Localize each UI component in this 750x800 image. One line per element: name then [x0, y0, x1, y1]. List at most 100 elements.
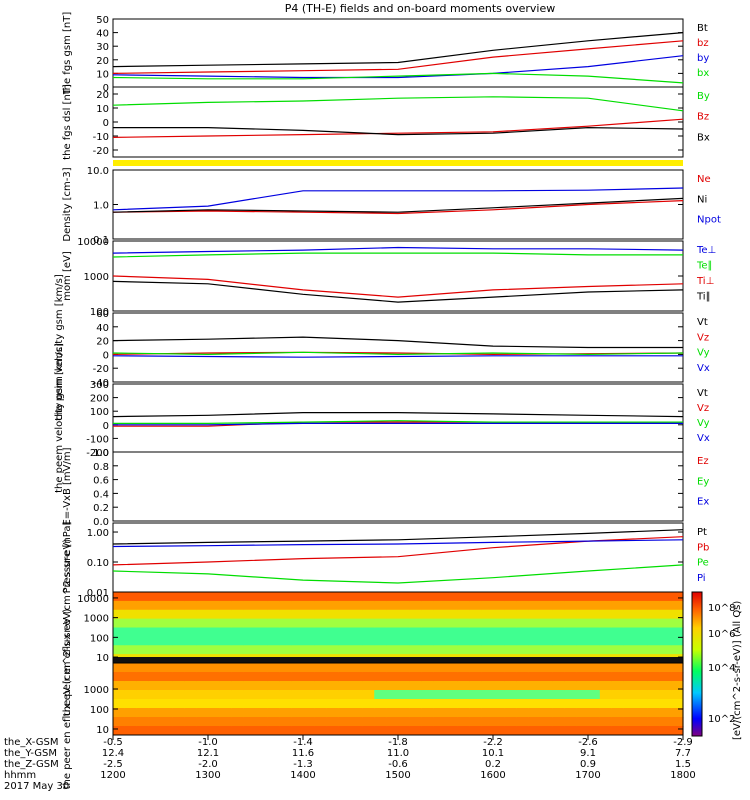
heatmap-cell [623, 726, 637, 736]
heatmap-cell [564, 592, 577, 602]
heatmap-cell [421, 717, 435, 727]
orbit-value: 9.1 [580, 748, 596, 759]
heatmap-cell [196, 592, 209, 602]
heatmap-cell [398, 627, 411, 637]
colorbar-tick-1: 10^8 [708, 603, 735, 614]
heatmap-cell [469, 618, 482, 628]
heatmap-cell [374, 645, 387, 655]
heatmap-cell [184, 672, 197, 682]
heatmap-cell [350, 600, 363, 611]
heatmap-cell [481, 627, 494, 637]
heatmap-cell [338, 681, 352, 691]
heatmap-cell [469, 645, 482, 655]
heatmap-cell [196, 618, 209, 628]
heatmap-cell [433, 663, 447, 673]
heatmap-cell [148, 618, 162, 628]
heatmap-cell [148, 600, 162, 611]
heatmap-cell [516, 618, 530, 628]
heatmap-cell [647, 699, 660, 709]
heatmap-cell [267, 645, 280, 655]
heatmap-cell [338, 726, 352, 736]
heatmap-cell [576, 717, 589, 727]
heatmap-cell [374, 699, 387, 709]
heatmap-cell [445, 592, 458, 602]
y-axis-label: the peim velocity gsm [km/s] [54, 274, 65, 421]
heatmap-cell [611, 717, 625, 727]
series-line-Ti⊥ [112, 275, 684, 298]
heatmap-cell [374, 618, 387, 628]
heatmap-cell [671, 717, 684, 727]
heatmap-cell [231, 708, 245, 718]
y-axis-label: Pressure [nPa] [62, 522, 73, 594]
heatmap-cell [552, 627, 565, 637]
heatmap-cell [113, 592, 126, 602]
heatmap-cell [445, 636, 458, 646]
heatmap-cell [243, 672, 257, 682]
heatmap-cell [279, 690, 292, 700]
heatmap-cell [611, 600, 625, 611]
heatmap-cell [136, 600, 150, 611]
heatmap-cell [647, 717, 660, 727]
heatmap-cell [291, 663, 304, 673]
heatmap-cell [279, 645, 292, 655]
heatmap-cell [303, 690, 316, 700]
heatmap-cell [267, 627, 280, 637]
heatmap-cell [136, 681, 150, 691]
heatmap-cell [291, 699, 304, 709]
heatmap-cell [469, 627, 482, 637]
colorbar-label: [eV/(cm^2-s-sr-eV)] (All Qs) [732, 601, 743, 740]
heatmap-cell [314, 609, 328, 620]
heatmap-cell [433, 636, 447, 646]
heatmap-cell [326, 592, 340, 602]
heatmap-cell [588, 681, 601, 691]
heatmap-cell [398, 681, 411, 691]
legend-Vx: Vx [697, 433, 710, 444]
heatmap-cell [124, 636, 138, 646]
heatmap-cell [588, 672, 601, 682]
heatmap-cell [469, 726, 482, 736]
heatmap-cell [576, 699, 589, 709]
heatmap-cell [564, 708, 577, 718]
heatmap-cell [208, 609, 221, 620]
data-quality-bar [113, 160, 683, 166]
y-tick-label: 0 [103, 83, 109, 94]
heatmap-cell [291, 726, 304, 736]
heatmap-cell [231, 618, 245, 628]
heatmap-cell [457, 672, 470, 682]
heatmap-cell [623, 600, 637, 611]
heatmap-cell [564, 699, 577, 709]
heatmap-cell [635, 609, 648, 620]
heatmap-cell [326, 681, 340, 691]
heatmap-cell [445, 699, 458, 709]
y-tick-label: 30 [96, 42, 109, 53]
heatmap-cell [504, 681, 518, 691]
heatmap-cell [338, 690, 352, 700]
orbit-value: 0.2 [485, 759, 501, 770]
heatmap-cell [599, 708, 613, 718]
heatmap-cell [481, 726, 494, 736]
heatmap-cell [374, 600, 387, 611]
heatmap-cell [647, 663, 660, 673]
heatmap-cell [457, 708, 470, 718]
heatmap-cell [659, 663, 672, 673]
heatmap-cell [611, 699, 625, 709]
heatmap-cell [338, 645, 352, 655]
heatmap-cell [314, 600, 328, 611]
heatmap-cell [659, 699, 672, 709]
heatmap-cell [588, 636, 601, 646]
heatmap-cell [208, 681, 221, 691]
colorbar-tick-2: 10^6 [708, 629, 735, 640]
heatmap-cell [231, 672, 245, 682]
heatmap-cell [314, 592, 328, 602]
orbit-value: -2.6 [578, 737, 598, 748]
heatmap-cell [160, 609, 173, 620]
heatmap-cell [113, 708, 126, 718]
heatmap-cell [552, 600, 565, 611]
heatmap-cell [267, 681, 280, 691]
heatmap-cell [504, 717, 518, 727]
heatmap-cell [445, 609, 458, 620]
heatmap-cell [540, 645, 553, 655]
heatmap-cell [208, 592, 221, 602]
heatmap-cell [350, 717, 363, 727]
heatmap-cell [576, 681, 589, 691]
